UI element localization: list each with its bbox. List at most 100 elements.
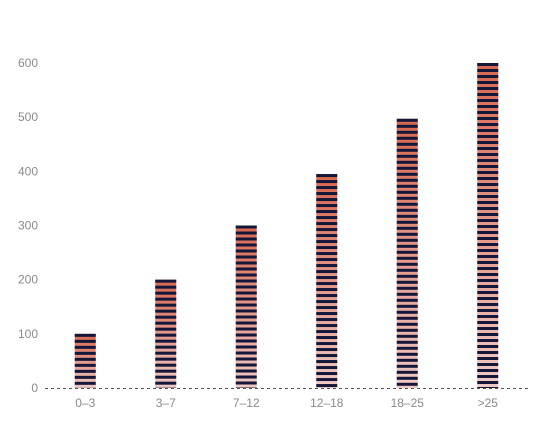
bar-stripe [155, 286, 176, 289]
bar-stripe [236, 316, 257, 319]
bar-stripe [477, 231, 498, 234]
bar-stripe [477, 249, 498, 252]
bar-stripe [397, 167, 418, 170]
bar-stripe [397, 359, 418, 362]
bar-stripe [155, 346, 176, 349]
bar-stripe [236, 352, 257, 355]
bar-stripe [477, 165, 498, 168]
bar-stripe [155, 358, 176, 361]
bar-stripe [477, 225, 498, 228]
bar-stripe [477, 153, 498, 156]
bar-stripe [477, 123, 498, 126]
bar-stripe [397, 371, 418, 374]
bar-stripe [236, 382, 257, 385]
bar-stripe [477, 303, 498, 306]
bar[interactable] [75, 334, 96, 388]
bar-stripe [316, 324, 337, 327]
bar-stripe [397, 323, 418, 326]
bar-stripe [316, 312, 337, 315]
bar-stripe [477, 171, 498, 174]
bar-stripe [397, 197, 418, 200]
bar-stripe [236, 268, 257, 271]
bar-stripe [316, 306, 337, 309]
bar-stripe [236, 298, 257, 301]
bar-stripe [477, 315, 498, 318]
bar-stripe [155, 292, 176, 295]
bar-stripe [236, 334, 257, 337]
bar-stripe [316, 258, 337, 261]
bar-stripe [316, 246, 337, 249]
bar-stripe [477, 339, 498, 342]
bar-stripe [477, 183, 498, 186]
y-tick-label: 400 [18, 164, 38, 178]
bar-stripe [397, 137, 418, 140]
bar-stripe [477, 375, 498, 378]
x-tick-label: >25 [478, 396, 499, 410]
bar-stripe [397, 209, 418, 212]
bar-stripe [397, 227, 418, 230]
bar-stripe [155, 370, 176, 373]
bar-stripe [397, 329, 418, 332]
bar-stripe [316, 300, 337, 303]
bar-stripe [316, 366, 337, 369]
bar-stripe [236, 274, 257, 277]
bar[interactable] [477, 63, 498, 388]
bar-stripe [397, 233, 418, 236]
bar-stripe [397, 275, 418, 278]
bar-stripe [316, 228, 337, 231]
bar-stripe [397, 299, 418, 302]
bar-stripe [316, 384, 337, 387]
bar[interactable] [236, 226, 257, 389]
bar-stripe [477, 297, 498, 300]
bar-stripe [477, 189, 498, 192]
bar-stripe [477, 345, 498, 348]
bar-stripe [397, 365, 418, 368]
bar-stripe [316, 270, 337, 273]
bar-stripe [477, 255, 498, 258]
bar-stripe [316, 234, 337, 237]
bar-stripe [397, 311, 418, 314]
bar-stripe [316, 174, 337, 177]
bar-stripe [477, 93, 498, 96]
bar-stripe [477, 129, 498, 132]
bar-stripe [397, 245, 418, 248]
bar-stripe [316, 180, 337, 183]
bar-stripe [397, 239, 418, 242]
bar-stripe [477, 207, 498, 210]
bar-stripe [397, 185, 418, 188]
bar-stripe [397, 317, 418, 320]
bar-stripe [477, 369, 498, 372]
bar-stripe [477, 105, 498, 108]
bar-stripe [236, 280, 257, 283]
x-tick-label: 18–25 [391, 396, 425, 410]
bar[interactable] [155, 280, 176, 388]
bar-stripe [397, 251, 418, 254]
bar[interactable] [316, 174, 337, 388]
bar[interactable] [397, 119, 418, 388]
x-tick-label: 3–7 [156, 396, 176, 410]
bar-stripe [236, 376, 257, 379]
bar-stripe [397, 347, 418, 350]
bar-stripe [477, 363, 498, 366]
bar-stripe [397, 149, 418, 152]
x-tick-label: 12–18 [310, 396, 344, 410]
bar-stripe [316, 264, 337, 267]
y-tick-label: 600 [18, 56, 38, 70]
bar-stripe [316, 186, 337, 189]
bar-stripe [397, 257, 418, 260]
bar-stripe [236, 364, 257, 367]
bar-stripe [477, 279, 498, 282]
bar-stripe [316, 276, 337, 279]
bar-stripe [316, 216, 337, 219]
bar-stripe [75, 364, 96, 367]
bar-stripe [75, 352, 96, 355]
bar-stripe [477, 267, 498, 270]
bar-stripe [397, 269, 418, 272]
bar-stripe [75, 370, 96, 373]
bar-stripe [397, 131, 418, 134]
bar-stripe [75, 340, 96, 343]
x-tick-label: 0–3 [75, 396, 95, 410]
